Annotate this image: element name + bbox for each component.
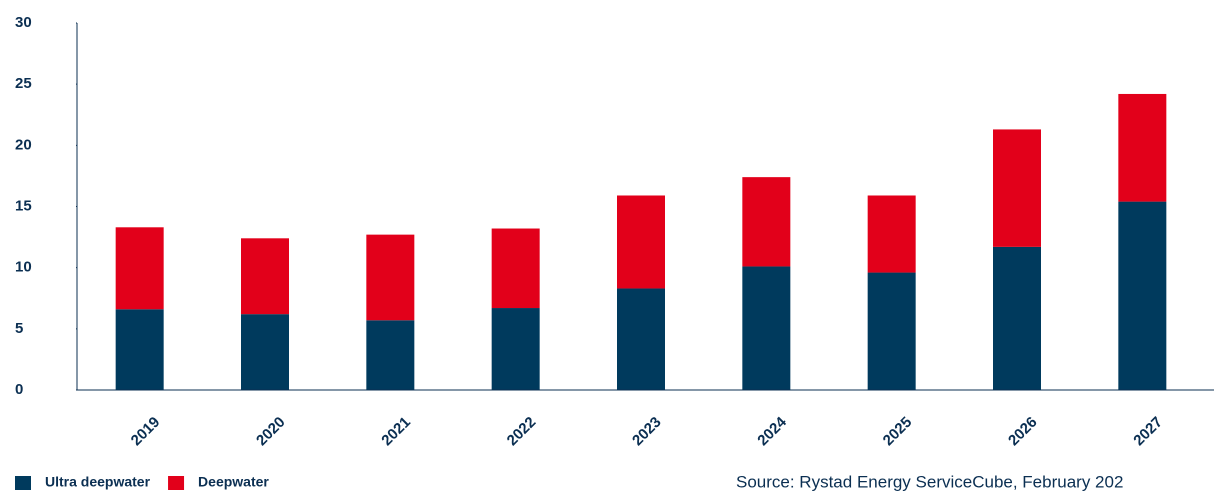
x-tick-label: 2024 [754, 413, 790, 449]
source: Source: Rystad Energy ServiceCube, Febru… [736, 472, 1123, 491]
bar-segment [491, 308, 540, 390]
bar-segment [491, 228, 540, 309]
bar-segment [742, 177, 791, 267]
bar-segment [867, 195, 916, 273]
bar-segment [617, 288, 665, 390]
y-tick-label: 10 [15, 259, 32, 276]
x-tick-label: 2023 [629, 414, 665, 450]
legend-label: Ultra deepwater [45, 474, 151, 490]
bar-segment [241, 314, 289, 390]
x-tick-label: 2020 [253, 414, 289, 450]
bar-segment [1118, 93, 1167, 202]
legend-label: Deepwater [198, 474, 269, 490]
x-tick-label: 2026 [1005, 414, 1041, 450]
x-tick-label: 2027 [1130, 414, 1166, 450]
bar-segment [115, 227, 164, 310]
x-tick-label: 2025 [880, 414, 916, 450]
y-tick-label: 30 [15, 14, 32, 31]
bar-segment [867, 272, 916, 390]
y-tick-label: 5 [15, 320, 23, 337]
bar-segment [366, 234, 415, 321]
y-tick-label: 25 [15, 75, 32, 92]
bar-segment [115, 309, 164, 390]
bar-segment [742, 266, 791, 390]
x-tick-label: 2022 [504, 414, 540, 450]
y-tick-label: 0 [15, 381, 23, 398]
bar-segment [993, 129, 1041, 247]
legend-swatch [168, 476, 185, 490]
bar-segment [617, 195, 665, 289]
bar-segment [1118, 201, 1167, 390]
x-tick-label: 2019 [128, 414, 164, 450]
y-tick-label: 20 [15, 136, 32, 153]
legend-swatch [15, 476, 31, 490]
y-tick-label: 15 [15, 197, 32, 214]
bar-segment [241, 238, 289, 315]
x-tick-label: 2021 [378, 414, 414, 450]
bar-segment [366, 320, 415, 390]
bar-segment [993, 246, 1041, 390]
